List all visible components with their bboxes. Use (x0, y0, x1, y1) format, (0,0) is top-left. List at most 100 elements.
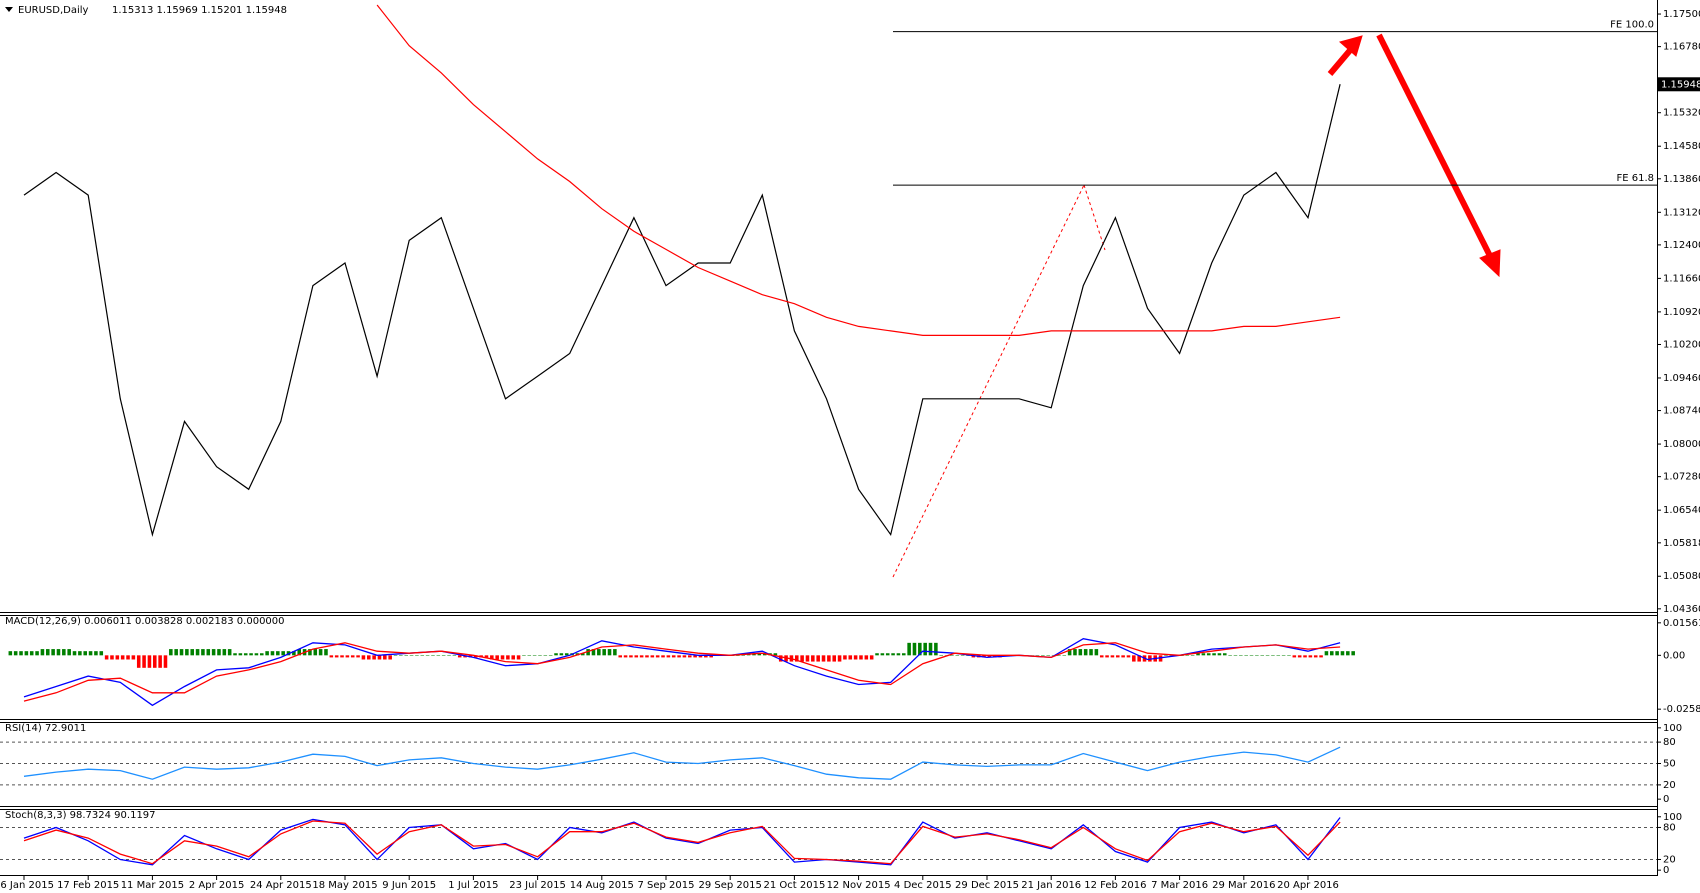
histogram-bar (955, 655, 960, 656)
histogram-bar (83, 651, 87, 656)
histogram-bar (142, 655, 146, 668)
histogram-bar (639, 655, 644, 658)
histogram-bar (591, 649, 596, 656)
histogram-bar (318, 649, 323, 656)
fibo-expansion-line (1083, 184, 1106, 251)
histogram-bar (201, 649, 205, 656)
histogram-bar (1196, 653, 1200, 656)
y-tick-label: 1.11660 (1663, 273, 1700, 284)
symbol-title: EURUSD,Daily (18, 5, 89, 16)
histogram-bar (136, 655, 141, 668)
x-tick-label: 2 Apr 2015 (189, 880, 244, 891)
histogram-bar (688, 655, 692, 658)
series-line (376, 4, 1341, 336)
histogram-bar (367, 655, 371, 660)
x-tick-label: 12 Feb 2016 (1084, 880, 1146, 891)
histogram-bar (655, 655, 660, 658)
histogram-bar (1206, 653, 1211, 656)
fibo-label: FE 61.8 (1616, 173, 1654, 184)
histogram-bar (1148, 655, 1152, 662)
x-tick-label: 11 Mar 2015 (121, 880, 184, 891)
y-tick-label: 80 (1663, 737, 1676, 748)
histogram-bar (1319, 655, 1323, 658)
y-tick-label: 1.12400 (1663, 240, 1700, 251)
menu-triangle[interactable] (5, 7, 13, 12)
histogram-bar (238, 653, 243, 656)
histogram-bar (243, 653, 248, 656)
histogram-bar (682, 655, 687, 658)
histogram-bar (548, 655, 553, 656)
histogram-bar (1099, 655, 1104, 658)
histogram-bar (613, 649, 617, 656)
histogram-bar (377, 655, 382, 660)
histogram-bar (827, 655, 831, 662)
histogram-bar (1271, 655, 1275, 656)
histogram-bar (671, 655, 676, 658)
histogram-bar (934, 642, 938, 656)
histogram-bar (939, 655, 943, 656)
histogram-bar (345, 655, 350, 658)
histogram-bar (869, 655, 874, 660)
histogram-bar (179, 649, 184, 656)
histogram-bar (1260, 655, 1264, 656)
histogram-bar (1057, 655, 1061, 656)
histogram-bar (1313, 655, 1318, 658)
x-tick-label: 29 Mar 2016 (1212, 880, 1275, 891)
x-tick-label: 29 Dec 2015 (955, 880, 1019, 891)
histogram-bar (928, 642, 933, 656)
y-tick-label: 1.08000 (1663, 439, 1700, 450)
histogram-bar (334, 655, 339, 658)
histogram-bar (415, 655, 419, 656)
y-tick-label: 20 (1663, 780, 1676, 791)
histogram-bar (1073, 649, 1077, 656)
series-line (23, 642, 1341, 702)
histogram-bar (67, 649, 71, 656)
x-tick-label: 4 Dec 2015 (894, 880, 952, 891)
histogram-bar (431, 655, 435, 656)
histogram-bar (950, 655, 954, 656)
y-tick-label: 0 (1663, 865, 1669, 876)
rsi-title: RSI(14) 72.9011 (5, 723, 86, 734)
histogram-bar (372, 655, 376, 660)
histogram-bar (383, 655, 387, 660)
fibo-expansion-line (892, 184, 1085, 578)
histogram-bar (1035, 655, 1040, 656)
histogram-bar (559, 653, 564, 656)
histogram-bar (313, 649, 318, 656)
histogram-bar (1297, 655, 1302, 658)
histogram-bar (1287, 655, 1291, 656)
histogram-bar (495, 655, 499, 660)
histogram-bar (522, 655, 526, 656)
histogram-bar (618, 655, 622, 658)
histogram-bar (1164, 655, 1168, 656)
histogram-bar (62, 649, 66, 656)
x-tick-label: 21 Oct 2015 (763, 880, 825, 891)
histogram-bar (1201, 653, 1206, 656)
histogram-bar (484, 655, 489, 658)
histogram-bar (1137, 655, 1141, 662)
histogram-bar (1121, 655, 1125, 658)
last-price-tag (1658, 77, 1700, 92)
histogram-bar (693, 655, 697, 658)
histogram-bar (538, 655, 542, 656)
histogram-bar (602, 649, 606, 656)
histogram-bar (308, 649, 312, 656)
histogram-bar (420, 655, 425, 656)
x-tick-label: 12 Nov 2015 (827, 880, 891, 891)
histogram-bar (516, 655, 521, 660)
histogram-bar (811, 655, 815, 662)
y-tick-label: 1.06540 (1663, 505, 1700, 516)
histogram-bar (29, 651, 34, 656)
histogram-bar (543, 655, 548, 656)
y-tick-label: 1.10920 (1663, 307, 1700, 318)
histogram-bar (1158, 655, 1163, 662)
arrow-down (1376, 33, 1493, 258)
histogram-bar (1062, 655, 1067, 656)
histogram-bar (1303, 655, 1307, 658)
histogram-bar (227, 649, 232, 656)
histogram-bar (324, 649, 328, 656)
histogram-bar (40, 649, 45, 656)
series-line (23, 84, 1341, 537)
